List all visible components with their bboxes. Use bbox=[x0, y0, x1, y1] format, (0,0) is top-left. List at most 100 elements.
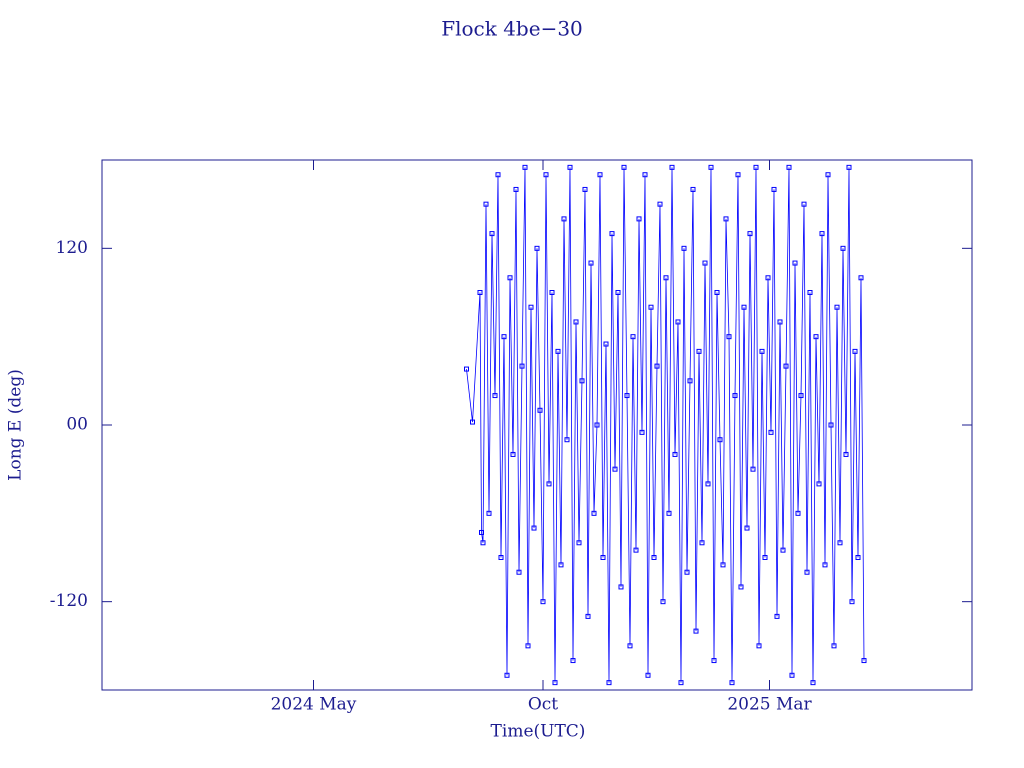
data-point bbox=[732, 393, 738, 399]
data-point bbox=[738, 584, 744, 590]
data-point bbox=[846, 164, 852, 170]
x-tick-label: 2024 May bbox=[271, 695, 357, 715]
data-point bbox=[747, 231, 753, 237]
data-point bbox=[798, 393, 804, 399]
data-point bbox=[573, 319, 579, 325]
data-point bbox=[510, 451, 516, 457]
data-point bbox=[663, 275, 669, 281]
data-point bbox=[714, 290, 720, 295]
data-point bbox=[849, 599, 855, 605]
chart-title: Flock 4be−30 bbox=[441, 17, 583, 41]
data-point bbox=[528, 304, 534, 310]
data-point bbox=[741, 304, 747, 310]
data-point bbox=[777, 319, 783, 325]
data-point bbox=[756, 643, 762, 649]
data-point bbox=[588, 260, 594, 266]
data-point bbox=[792, 260, 798, 266]
data-point bbox=[642, 172, 648, 178]
data-point bbox=[801, 201, 807, 207]
data-point bbox=[594, 422, 600, 428]
data-point bbox=[651, 555, 657, 560]
data-point bbox=[783, 363, 789, 369]
data-point bbox=[819, 231, 825, 237]
data-point bbox=[750, 466, 756, 472]
data-point bbox=[609, 231, 615, 237]
data-point bbox=[597, 172, 603, 178]
data-point bbox=[810, 680, 816, 686]
data-point bbox=[564, 437, 570, 443]
data-point bbox=[855, 555, 861, 560]
data-point bbox=[843, 451, 849, 457]
data-point bbox=[825, 172, 831, 178]
data-point bbox=[705, 481, 711, 487]
data-point bbox=[822, 562, 828, 568]
data-point bbox=[618, 584, 624, 590]
data-point bbox=[477, 290, 483, 295]
data-point bbox=[636, 216, 642, 222]
data-point bbox=[720, 562, 726, 568]
data-point bbox=[831, 643, 837, 649]
data-point bbox=[765, 275, 771, 281]
data-point bbox=[552, 680, 558, 686]
data-point bbox=[861, 658, 867, 664]
data-point bbox=[579, 378, 585, 384]
data-point bbox=[492, 393, 498, 399]
data-point bbox=[531, 525, 537, 531]
data-point bbox=[615, 290, 621, 295]
data-point bbox=[735, 172, 741, 178]
data-point bbox=[774, 613, 780, 619]
data-point bbox=[858, 275, 864, 281]
data-point bbox=[786, 164, 792, 170]
data-point bbox=[675, 319, 681, 325]
data-point bbox=[702, 260, 708, 266]
data-point bbox=[582, 186, 588, 192]
data-point bbox=[633, 547, 639, 553]
data-point bbox=[657, 201, 663, 207]
data-point bbox=[516, 569, 522, 575]
y-tick-label: 00 bbox=[66, 415, 88, 435]
data-point bbox=[660, 599, 666, 605]
data-point bbox=[498, 555, 504, 560]
data-point bbox=[624, 393, 630, 399]
data-point bbox=[504, 672, 510, 678]
x-tick-label: 2025 Mar bbox=[727, 695, 812, 715]
data-point bbox=[789, 672, 795, 678]
y-tick-label: -120 bbox=[50, 591, 88, 611]
data-point bbox=[852, 348, 858, 354]
data-point bbox=[729, 680, 735, 686]
data-point bbox=[480, 540, 486, 546]
data-point bbox=[495, 172, 501, 178]
data-point bbox=[837, 540, 843, 546]
x-axis-label: Time(UTC) bbox=[491, 722, 586, 742]
data-point bbox=[561, 216, 567, 222]
data-point bbox=[813, 334, 819, 340]
data-point bbox=[795, 510, 801, 516]
data-point bbox=[771, 186, 777, 192]
data-point bbox=[612, 466, 618, 472]
data-point bbox=[693, 628, 699, 634]
data-point bbox=[603, 341, 609, 347]
data-point bbox=[696, 348, 702, 354]
data-point bbox=[804, 569, 810, 575]
data-point bbox=[525, 643, 531, 649]
data-point bbox=[507, 275, 513, 281]
data-point bbox=[486, 510, 492, 516]
data-point bbox=[543, 172, 549, 178]
data-point bbox=[483, 201, 489, 207]
data-point bbox=[753, 164, 759, 170]
data-point bbox=[470, 419, 475, 425]
data-point bbox=[546, 481, 552, 487]
data-point bbox=[549, 290, 555, 295]
data-point bbox=[654, 363, 660, 369]
data-point bbox=[576, 540, 582, 546]
data-point bbox=[687, 378, 693, 384]
data-point bbox=[711, 658, 717, 664]
data-point bbox=[621, 164, 627, 170]
y-axis-label: Long E (deg) bbox=[6, 369, 26, 481]
data-point bbox=[699, 540, 705, 546]
data-point bbox=[768, 429, 774, 435]
data-point bbox=[570, 658, 576, 664]
data-point bbox=[717, 437, 723, 443]
